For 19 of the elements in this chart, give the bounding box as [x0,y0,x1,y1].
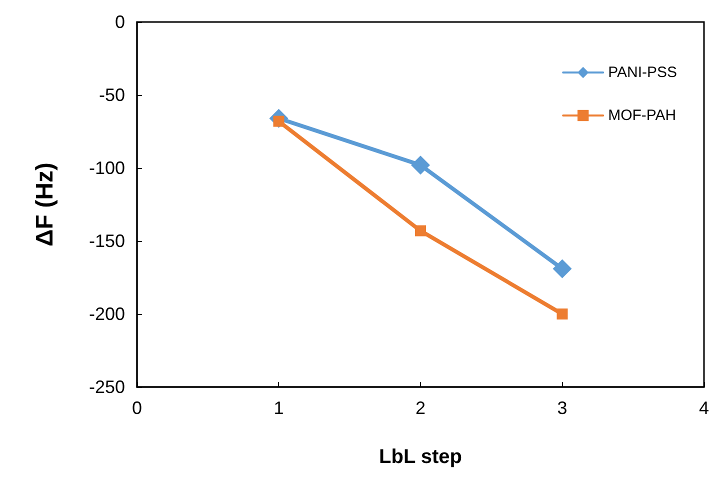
point [414,225,426,236]
y-tick-label: -50 [98,85,125,105]
x-tick-label: 0 [132,398,142,418]
point [552,259,572,278]
y-tick-label: -150 [88,231,125,251]
y-axis-title: ΔF (Hz) [32,162,58,246]
x-tick-label: 1 [274,398,284,418]
y-tick-label: -250 [88,377,125,397]
legend-label: PANI-PSS [608,64,677,81]
x-tick-label: 2 [415,398,426,418]
x-tick-label: 4 [698,398,709,418]
y-tick-label: -200 [88,304,125,324]
point [556,308,568,320]
y-tick-label: 0 [114,12,125,32]
x-axis-title: LbL step [379,446,462,468]
legend-label: MOF-PAH [608,107,676,124]
x-tick-label: 3 [557,398,568,418]
y-tick-label: -100 [88,158,125,178]
point [410,156,430,175]
